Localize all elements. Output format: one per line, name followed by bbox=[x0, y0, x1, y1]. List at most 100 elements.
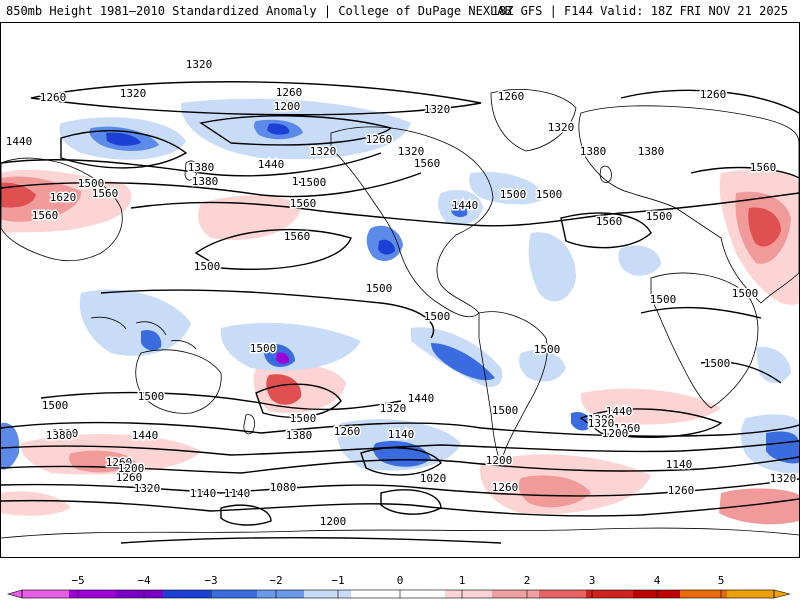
contour-label: 1320 bbox=[380, 402, 407, 415]
contour-label: 1440 bbox=[452, 199, 479, 212]
height-contour-1320-south bbox=[1, 456, 799, 474]
anomaly-fill-southwest-pacific-peak bbox=[276, 352, 290, 364]
height-contour-1260-antarctic bbox=[120, 537, 502, 544]
colorbar-tick-label: −2 bbox=[269, 574, 282, 587]
contour-label: 1380 bbox=[192, 175, 219, 188]
map-title: 850mb Height 1981–2010 Standardized Anom… bbox=[6, 4, 512, 18]
contour-label: 1500 bbox=[650, 293, 677, 306]
colorbar-ticks: −5 −4 −3 −2 −1 0 1 2 3 4 5 bbox=[71, 574, 724, 598]
contour-label: 1500 bbox=[500, 188, 527, 201]
contour-label: 1380 bbox=[638, 145, 665, 158]
height-contour-1140-low-2 bbox=[220, 504, 272, 526]
contour-label: 1380 bbox=[588, 413, 615, 426]
height-contour-1140-low bbox=[360, 447, 442, 476]
contour-label: 1020 bbox=[420, 472, 447, 485]
anomaly-fill-southern-atlantic-core bbox=[518, 475, 591, 508]
colorbar-tick-label: 2 bbox=[524, 574, 531, 587]
height-contour-1380-pacific bbox=[1, 152, 382, 177]
height-contour-1500-africa bbox=[640, 306, 782, 384]
contour-label: 1200 bbox=[274, 100, 301, 113]
coastline-asia-west bbox=[1, 157, 123, 262]
colorbar-tick-label: 3 bbox=[589, 574, 596, 587]
colorbar-segment bbox=[586, 590, 634, 598]
run-info: 18Z GFS | F144 Valid: 18Z FRI NOV 21 202… bbox=[491, 4, 788, 18]
contour-label: 1500 bbox=[78, 177, 105, 190]
height-contour-1440-south bbox=[1, 421, 799, 437]
contour-label: 1380 bbox=[52, 427, 79, 440]
contour-label: 1320 bbox=[186, 58, 213, 71]
contour-label: 1260 bbox=[700, 88, 727, 101]
contour-label: 1200 bbox=[602, 427, 629, 440]
height-contour-1260-aleutian bbox=[60, 130, 188, 169]
contour-label: 1320 bbox=[134, 482, 161, 495]
colorbar-segment bbox=[257, 590, 305, 598]
anomaly-fill-south-pacific-core bbox=[266, 374, 302, 405]
contour-label: 1500 bbox=[42, 399, 69, 412]
contour-label: 1320 bbox=[588, 417, 615, 430]
contour-label: 1320 bbox=[310, 145, 337, 158]
colorbar-tick-label: 5 bbox=[718, 574, 725, 587]
contour-label: 1380 bbox=[188, 161, 215, 174]
contour-label: 1320 bbox=[424, 103, 451, 116]
height-contours bbox=[1, 81, 799, 544]
colorbar-segment bbox=[304, 590, 352, 598]
contour-label: 1500 bbox=[534, 343, 561, 356]
contour-label: 1560 bbox=[92, 187, 119, 200]
anomaly-fill-south-atlantic-trough bbox=[519, 349, 566, 382]
coastline-greenland bbox=[490, 89, 577, 152]
contour-label: 1260 bbox=[116, 471, 143, 484]
anomaly-fill-west-edge bbox=[1, 422, 20, 470]
colorbar-tick-label: 4 bbox=[654, 574, 661, 587]
colorbar-segment bbox=[398, 590, 446, 598]
contour-label: 1560 bbox=[414, 157, 441, 170]
anomaly-fill-southeast-core bbox=[766, 431, 799, 464]
anomaly-fill-south-indian bbox=[580, 388, 721, 425]
contour-label: 1320 bbox=[770, 472, 797, 485]
contour-label: 1500 bbox=[300, 176, 327, 189]
contour-label: 1260 bbox=[106, 456, 133, 469]
coastline-eurasia bbox=[578, 105, 799, 304]
contour-label: 1500 bbox=[704, 357, 731, 370]
contour-label: 1500 bbox=[290, 412, 317, 425]
anomaly-fill-aleutian-peak bbox=[106, 132, 141, 146]
anomaly-fill-maritime-continent bbox=[79, 289, 191, 356]
height-contour-1380-south bbox=[1, 440, 799, 456]
height-contour-1080-low bbox=[380, 489, 442, 515]
coastline-indonesia bbox=[90, 316, 197, 350]
contour-label: 1500 bbox=[536, 188, 563, 201]
anomaly-fill-south-america-core bbox=[431, 343, 495, 381]
anomaly-colorbar: −5 −4 −3 −2 −1 0 1 2 3 4 5 bbox=[6, 574, 791, 599]
contour-label: 1380 bbox=[46, 429, 73, 442]
contour-label: 1440 bbox=[606, 405, 633, 418]
colorbar-tick-label: 0 bbox=[397, 574, 404, 587]
anomaly-fill-southwest-pacific bbox=[220, 322, 361, 371]
contour-label: 1140 bbox=[224, 487, 251, 500]
contour-label: 1200 bbox=[320, 515, 347, 528]
colorbar-segment bbox=[492, 590, 540, 598]
coastline-new-zealand bbox=[243, 414, 255, 435]
contour-label: 1560 bbox=[750, 161, 777, 174]
height-contour-1440-pacific bbox=[1, 172, 422, 198]
contour-label: 1500 bbox=[646, 210, 673, 223]
contour-label: 1260 bbox=[498, 90, 525, 103]
contour-label: 1620 bbox=[50, 191, 77, 204]
anomaly-fill-europe-peak bbox=[1, 182, 36, 208]
anomaly-fill-arctic-peak bbox=[267, 123, 290, 135]
contour-label: 1140 bbox=[190, 487, 217, 500]
contour-label: 1260 bbox=[366, 133, 393, 146]
contour-label: 1200 bbox=[118, 462, 145, 475]
colorbar-segment bbox=[163, 590, 211, 598]
colorbar-segment bbox=[727, 590, 775, 598]
colorbar-segment bbox=[539, 590, 587, 598]
height-contour-1560-atlantic-high bbox=[560, 212, 652, 249]
height-contour-1260-south bbox=[1, 478, 799, 497]
contour-label: 1260 bbox=[668, 484, 695, 497]
height-contour-1500-tropics bbox=[100, 289, 435, 339]
colorbar-max-arrow bbox=[773, 589, 791, 599]
colorbar-tick-label: −3 bbox=[204, 574, 217, 587]
contour-label: 1320 bbox=[398, 145, 425, 158]
colorbar-tick-label: −4 bbox=[137, 574, 151, 587]
colorbar-segment bbox=[680, 590, 728, 598]
anomaly-fill-northeast-pacific-core bbox=[378, 239, 395, 255]
